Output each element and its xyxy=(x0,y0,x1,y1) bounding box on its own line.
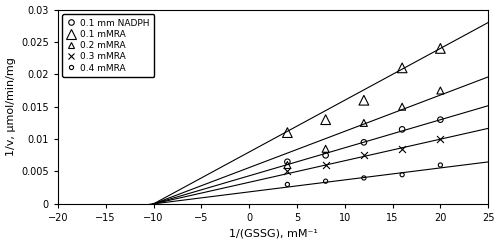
Point xyxy=(398,173,406,177)
Point xyxy=(360,176,368,180)
Point xyxy=(284,163,292,167)
Point xyxy=(398,105,406,109)
Point xyxy=(398,127,406,131)
Point xyxy=(322,163,330,167)
Point xyxy=(284,183,292,186)
Point xyxy=(284,160,292,164)
Point xyxy=(322,179,330,183)
Point xyxy=(322,118,330,122)
Point xyxy=(360,121,368,125)
Point xyxy=(436,46,444,50)
Y-axis label: 1/v, μmol/min/mg: 1/v, μmol/min/mg xyxy=(6,57,16,156)
Point xyxy=(322,153,330,157)
Point xyxy=(398,66,406,70)
Point xyxy=(284,131,292,135)
Point xyxy=(360,140,368,144)
Legend: 0.1 mm NADPH, 0.1 mMRA, 0.2 mMRA, 0.3 mMRA, 0.4 mMRA: 0.1 mm NADPH, 0.1 mMRA, 0.2 mMRA, 0.3 mM… xyxy=(62,14,154,77)
Point xyxy=(436,118,444,122)
Point xyxy=(436,163,444,167)
Point xyxy=(436,89,444,92)
X-axis label: 1/(GSSG), mM⁻¹: 1/(GSSG), mM⁻¹ xyxy=(228,228,318,238)
Point xyxy=(360,98,368,102)
Point xyxy=(284,170,292,173)
Point xyxy=(398,147,406,151)
Point xyxy=(322,147,330,151)
Point xyxy=(436,137,444,141)
Point xyxy=(360,153,368,157)
